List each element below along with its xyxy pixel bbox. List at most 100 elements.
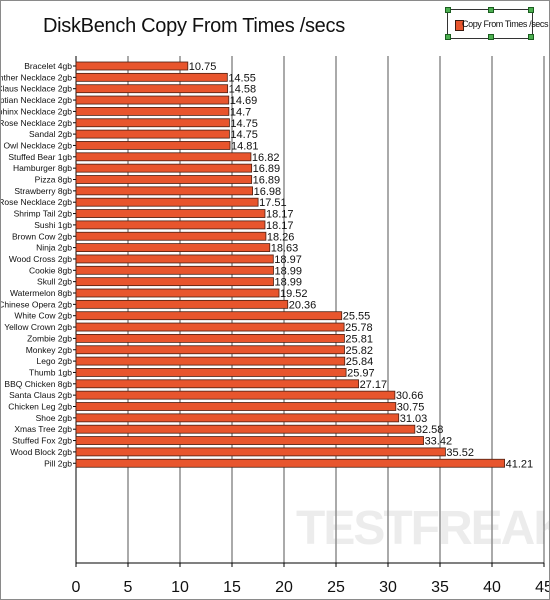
bar [75,186,253,196]
bar [75,390,396,400]
value-label: 25.81 [345,333,373,345]
legend-handle [488,34,494,40]
value-label: 16.89 [253,163,281,175]
legend: Copy From Times /secs [445,7,549,40]
bar [75,254,274,264]
bar [75,61,189,71]
category-label: Chicken Leg 2gb [8,402,72,412]
legend-handle [528,7,534,13]
x-tick-label: 5 [124,579,133,596]
bar [75,356,346,366]
legend-label: Copy From Times /secs [462,19,549,29]
bar [75,322,345,332]
legend-swatch [455,20,464,31]
value-label: 18.97 [274,254,302,266]
value-label: 31.03 [400,413,428,425]
value-label: 33.42 [425,436,453,448]
value-label: 27.17 [360,379,388,391]
value-label: 18.99 [274,277,302,289]
category-label: Pizza 8gb [35,175,73,185]
category-label: Shoe 2gb [36,413,73,423]
category-label: Monkey 2gb [26,345,73,355]
bar [75,277,274,287]
category-label: Thumb 1gb [29,367,72,377]
x-tick-label: 35 [431,579,449,596]
bar [75,243,271,253]
value-label: 19.52 [280,288,308,300]
x-tick-label: 40 [483,579,501,596]
value-label: 25.82 [346,345,374,357]
category-label: Owl Necklace 2gb [3,140,72,150]
category-label: Brown Cow 2gb [12,231,72,241]
value-label: 32.58 [416,424,444,436]
category-label: Skull 2gb [37,277,72,287]
bar [75,197,259,207]
value-label: 18.63 [271,243,299,255]
legend-handle [445,7,451,13]
value-label: 20.36 [289,299,317,311]
value-label: 14.7 [230,106,251,118]
category-label: Pill 2gb [44,458,72,468]
bar [75,424,416,434]
category-label: Chinese Opera 2gb [1,299,72,309]
category-label: Wood Cross 2gb [9,254,72,264]
bar [75,72,228,82]
value-label: 30.75 [397,402,425,414]
x-tick-label: 15 [223,579,241,596]
category-label: Panther Necklace 2gb [1,72,72,82]
category-label: Yellow Crown 2gb [4,322,72,332]
value-label: 10.75 [189,61,217,73]
category-label: Santa Claus Necklace 2gb [1,84,72,94]
category-label: Hamburger 8gb [13,163,72,173]
bar [75,118,230,128]
x-tick-label: 45 [535,579,549,596]
value-label: 18.26 [267,231,295,243]
chart-title: DiskBench Copy From Times /secs [43,15,345,37]
category-label: Sphinx Necklace 2gb [1,106,72,116]
category-label: Shrimp Tail 2gb [14,209,73,219]
value-label: 17.51 [259,197,287,209]
watermark: TESTFREAKS [296,502,550,555]
bar [75,220,266,230]
bar [75,209,266,218]
value-label: 30.66 [396,390,424,402]
category-label: Sushi 1gb [34,220,72,230]
category-label: Santa Claus 2gb [9,390,72,400]
value-label: 16.82 [252,152,280,164]
category-label: Ninja 2gb [36,243,72,253]
category-label: Lego 2gb [37,356,73,366]
category-label: Red Rose Necklace 2gb [1,197,72,207]
category-label: White Cow 2gb [14,311,72,321]
category-label: Strawberry 8gb [14,186,72,196]
category-label: Sandal 2gb [29,129,72,139]
bar [75,413,400,423]
category-label: Cookie 8gb [29,265,72,275]
legend-handle [445,34,451,40]
category-label: Xmas Tree 2gb [14,424,72,434]
value-label: 35.52 [446,447,474,459]
value-label: 14.58 [229,84,257,96]
bar [75,163,253,173]
bar [75,436,424,445]
value-label: 41.21 [506,458,534,470]
value-label: 18.17 [266,220,294,232]
x-tick-label: 30 [379,579,397,596]
category-label: Zombie 2gb [27,333,72,343]
value-label: 25.78 [345,322,373,334]
value-label: 25.55 [343,311,371,323]
value-label: 16.98 [254,186,282,198]
bar [75,333,345,343]
value-label: 25.97 [347,367,375,379]
bar [75,379,359,389]
bar [75,231,267,241]
category-label: BBQ Chicken 8gb [4,379,72,389]
x-tick-label: 10 [171,579,189,596]
value-label: 14.55 [228,72,256,84]
bar [75,345,345,355]
bar [75,84,229,94]
bar [75,129,230,139]
bar [75,288,280,298]
value-label: 14.69 [230,95,258,107]
